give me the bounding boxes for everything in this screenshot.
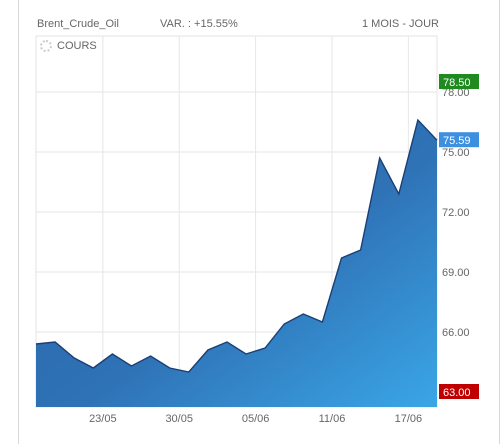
price-badge-label: 78.50 — [443, 77, 471, 89]
variation-label: VAR. : +15.55% — [160, 18, 238, 30]
settings-icon — [40, 40, 52, 52]
legend[interactable]: COURS — [40, 40, 97, 52]
period-selector[interactable]: 1 MOIS - JOUR — [361, 18, 439, 30]
price-badge-label: 75.59 — [443, 135, 471, 147]
y-tick-label: 78.00 — [442, 87, 470, 99]
chart-frame — [18, 0, 500, 444]
price-area — [36, 120, 437, 407]
x-tick-label: 23/05 — [89, 413, 117, 425]
price-badge — [439, 132, 479, 148]
instrument-name: Brent_Crude_Oil — [37, 18, 119, 30]
y-tick-label: 69.00 — [442, 267, 470, 279]
y-tick-label: 75.00 — [442, 147, 470, 159]
x-tick-label: 17/06 — [395, 413, 423, 425]
price-badge — [439, 384, 479, 399]
price-line — [35, 118, 438, 373]
x-tick-label: 11/06 — [319, 413, 346, 425]
x-tick-label: 30/05 — [165, 413, 193, 425]
x-tick-label: 05/06 — [242, 413, 270, 425]
y-tick-label: 66.00 — [442, 327, 470, 339]
y-tick-label: 72.00 — [442, 207, 470, 219]
price-badge — [439, 74, 479, 89]
legend-label: COURS — [57, 40, 97, 52]
price-badge-label: 63.00 — [443, 387, 471, 399]
